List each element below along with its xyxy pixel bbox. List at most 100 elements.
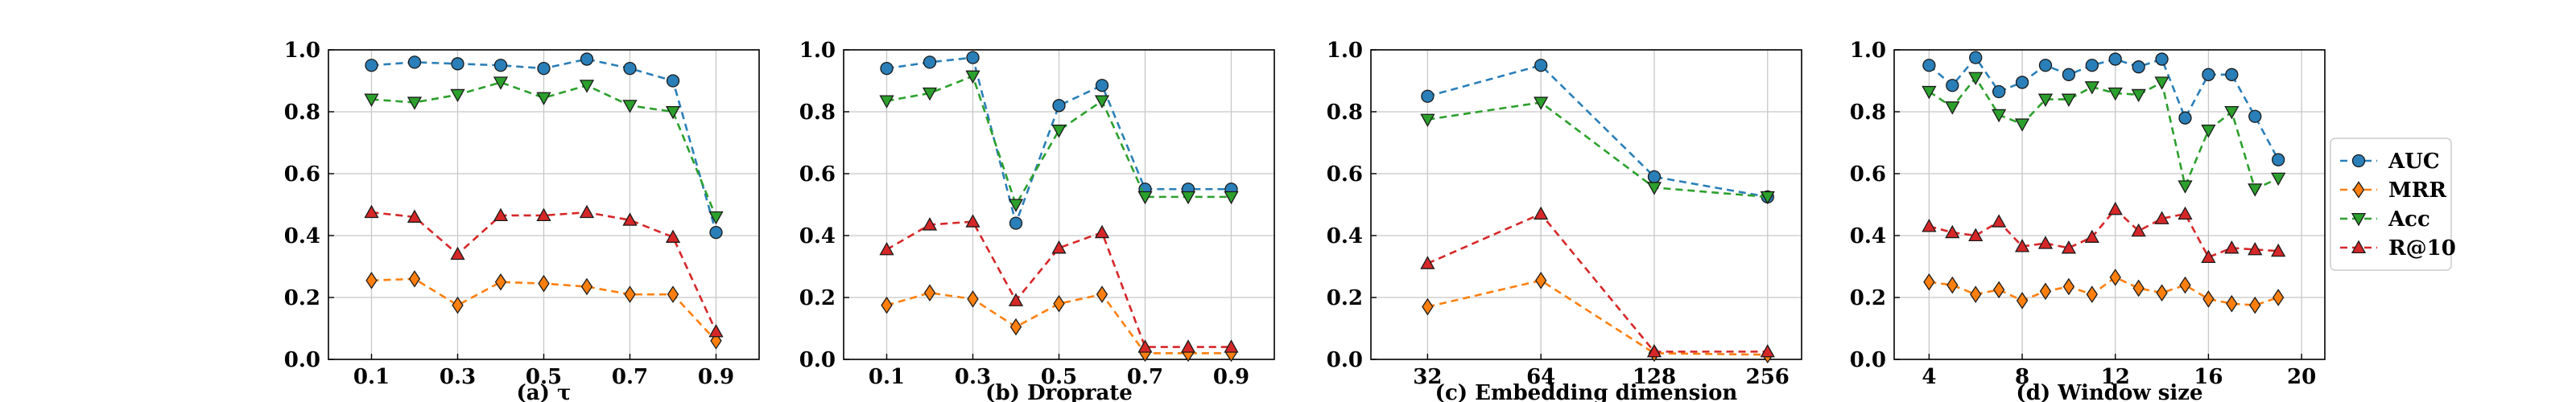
data-point — [2202, 68, 2215, 81]
legend-label: AUC — [2388, 150, 2440, 174]
x-tick-label: 0.1 — [353, 365, 390, 389]
data-point — [2271, 172, 2286, 187]
data-point — [450, 246, 465, 260]
y-tick-label: 0.2 — [1327, 286, 1363, 310]
data-point — [1923, 273, 1935, 291]
data-point — [708, 324, 724, 338]
data-point — [1647, 170, 1662, 184]
data-point — [1095, 79, 1109, 92]
data-point — [2037, 93, 2054, 107]
data-point — [2014, 239, 2030, 252]
data-point — [407, 55, 422, 69]
y-tick-label: 0.8 — [284, 100, 320, 125]
data-point — [580, 52, 594, 66]
x-axis-label: (c) Embedding dimension — [1435, 381, 1738, 402]
data-point — [2131, 223, 2146, 237]
x-tick-label: 12 — [2101, 365, 2130, 389]
data-point — [2226, 294, 2238, 313]
data-point — [2016, 292, 2029, 310]
data-point — [407, 209, 423, 223]
data-point — [967, 290, 979, 308]
x-tick-label: 0.3 — [955, 365, 991, 389]
y-tick-label: 0.4 — [799, 224, 836, 248]
data-point — [881, 296, 893, 314]
x-tick-label: 8 — [2015, 365, 2029, 389]
legend-marker — [2351, 212, 2367, 227]
y-tick-label: 0.6 — [1327, 162, 1363, 187]
data-point — [493, 207, 509, 222]
data-point — [2178, 180, 2193, 194]
data-point — [880, 61, 894, 76]
y-tick-label: 0.0 — [799, 348, 836, 372]
data-point — [2155, 52, 2169, 66]
data-point — [1053, 294, 1065, 313]
data-point — [666, 74, 680, 88]
data-point — [1760, 344, 1775, 358]
data-point — [2038, 59, 2053, 72]
series-line — [1928, 55, 2280, 161]
data-point — [2132, 60, 2145, 74]
chart-panel-4: 0.0 0.2 0.4 0.6 0.8 1.0 4 8 12 16 20 (d) Window siz… — [1850, 39, 2326, 402]
legend-marker — [2351, 240, 2367, 254]
y-tick-label: 0.4 — [284, 224, 320, 248]
data-point — [879, 95, 894, 109]
legend: AUC MRR Acc R@10 — [2330, 137, 2456, 271]
series-line — [1427, 101, 1768, 199]
data-point — [2132, 279, 2145, 297]
y-tick-label: 1.0 — [799, 39, 836, 63]
data-point — [2062, 68, 2076, 81]
y-tick-label: 1.0 — [284, 39, 320, 63]
y-tick-label: 0.4 — [1850, 224, 1886, 248]
y-tick-label: 0.8 — [1327, 100, 1363, 125]
series-auc — [1421, 59, 1774, 204]
data-point — [2107, 87, 2123, 101]
data-point — [1052, 99, 1066, 113]
data-point — [1969, 51, 1983, 64]
data-point — [2178, 206, 2193, 220]
data-point — [408, 270, 421, 288]
chart-panel-2: 0.0 0.2 0.4 0.6 0.8 1.0 0.1 0.3 0.5 0.7 0.9 (b) Dro… — [799, 39, 1275, 402]
legend-marker — [2351, 154, 2366, 168]
data-point — [451, 57, 464, 71]
x-tick-label: 32 — [1413, 365, 1442, 389]
data-point — [923, 55, 937, 69]
data-point — [1094, 224, 1110, 239]
data-point — [2014, 118, 2030, 132]
data-point — [1922, 85, 1937, 100]
y-tick-label: 0.6 — [284, 162, 320, 187]
data-point — [2154, 76, 2169, 90]
data-point — [1946, 79, 1959, 92]
data-point — [622, 212, 638, 226]
series-auc — [1922, 51, 2285, 166]
data-point — [1420, 113, 1435, 127]
data-point — [1646, 182, 1662, 195]
data-point — [2272, 153, 2285, 166]
data-point — [1009, 318, 1022, 336]
data-point — [922, 87, 938, 101]
data-point — [1945, 101, 1960, 115]
data-point — [2109, 269, 2121, 286]
data-point — [1051, 125, 1067, 138]
data-point — [364, 204, 379, 219]
data-point — [1094, 95, 1110, 109]
series-line — [886, 220, 1232, 348]
data-point — [1008, 293, 1024, 306]
y-tick-label: 0.4 — [1327, 224, 1363, 248]
data-point — [452, 296, 464, 314]
data-point — [2272, 289, 2285, 306]
data-point — [1992, 84, 2006, 99]
series-r10 — [1922, 201, 2286, 263]
data-point — [665, 229, 681, 243]
data-point — [2085, 59, 2099, 72]
data-point — [580, 277, 593, 296]
data-point — [1422, 297, 1434, 316]
data-point — [708, 211, 724, 225]
x-tick-label: 4 — [1922, 365, 1936, 389]
data-point — [2271, 243, 2286, 257]
data-point — [1760, 191, 1775, 205]
legend-label: Acc — [2388, 207, 2430, 232]
data-point — [2248, 109, 2262, 123]
data-point — [2084, 229, 2099, 243]
x-tick-label: 0.9 — [1213, 365, 1249, 389]
data-point — [2179, 276, 2191, 294]
